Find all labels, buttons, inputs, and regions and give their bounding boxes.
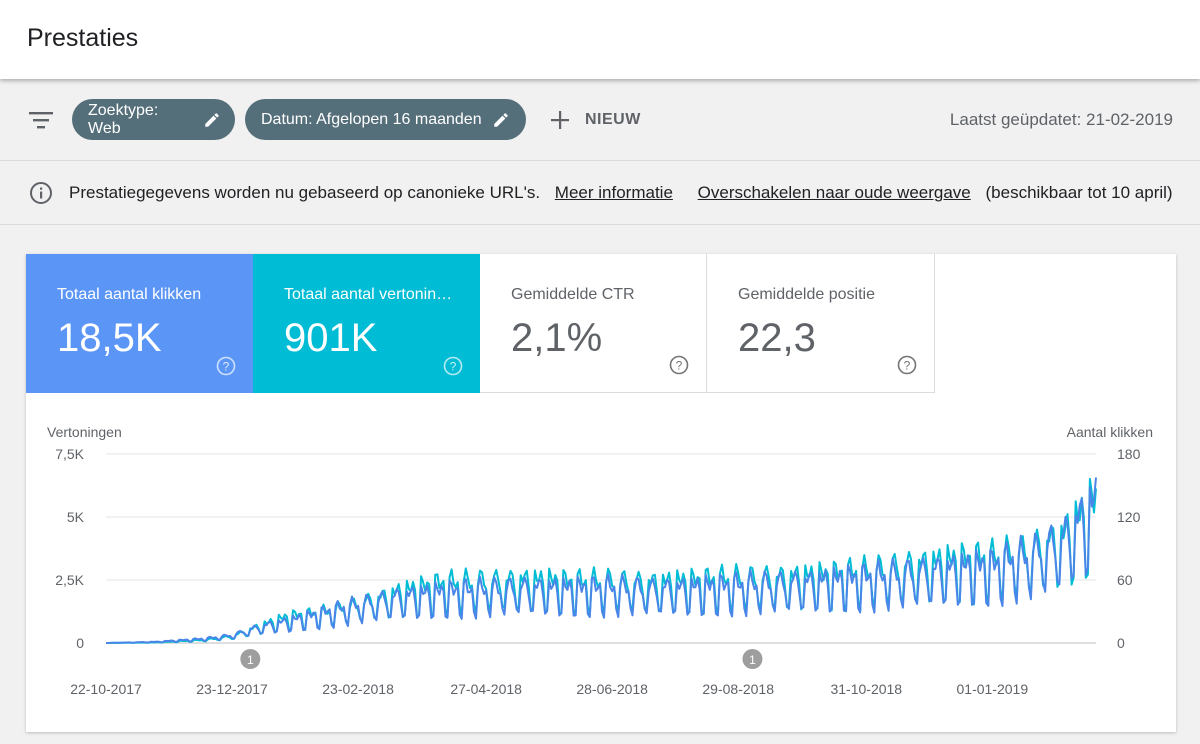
annotation-label: 1 (247, 653, 254, 667)
x-tick-label: 22-10-2017 (70, 681, 142, 697)
performance-chart: Vertoningen Aantal klikken 1 1 0 0 2,5K 60 5K… (47, 424, 1153, 697)
y-left-tick-label: 2,5K (55, 572, 84, 588)
metric-label: Totaal aantal klikken (57, 286, 202, 303)
switch-old-view-link[interactable]: Overschakelen naar oude weergave (697, 183, 971, 202)
new-filter-label: NIEUW (585, 111, 641, 128)
metric-ctr-tab[interactable]: Gemiddelde CTR 2,1% ? (480, 254, 707, 393)
search-type-chip[interactable]: Zoektype: Web (72, 99, 235, 140)
y-right-axis-label: Aantal klikken (1067, 424, 1153, 440)
help-icon[interactable]: ? (669, 355, 689, 375)
metric-value: 22,3 (738, 316, 816, 360)
x-tick-label: 23-02-2018 (322, 681, 394, 697)
page-header: Prestaties (0, 0, 1200, 79)
x-tick-label: 28-06-2018 (576, 681, 648, 697)
metric-clicks-tab[interactable]: Totaal aantal klikken 18,5K ? (26, 254, 253, 393)
y-right-tick-label: 0 (1117, 635, 1125, 651)
y-left-axis-label: Vertoningen (47, 424, 122, 440)
filter-toolbar: Zoektype: Web Datum: Afgelopen 16 maande… (0, 79, 1200, 161)
last-updated-text: Laatst geüpdatet: 21-02-2019 (949, 110, 1173, 129)
svg-text:?: ? (450, 360, 457, 374)
metric-position-tab[interactable]: Gemiddelde positie 22,3 ? (707, 254, 935, 393)
date-range-chip[interactable]: Datum: Afgelopen 16 maanden (245, 99, 526, 140)
more-info-link[interactable]: Meer informatie (554, 183, 673, 202)
x-tick-label: 31-10-2018 (830, 681, 902, 697)
new-filter-button[interactable]: NIEUW (548, 106, 641, 134)
annotation-label: 1 (749, 653, 756, 667)
svg-text:?: ? (676, 359, 683, 373)
info-icon (29, 181, 53, 205)
pencil-icon (203, 111, 221, 129)
x-tick-label: 29-08-2018 (702, 681, 774, 697)
metric-value: 901K (284, 316, 378, 360)
chip-label: Zoektype: Web (88, 101, 159, 137)
y-right-tick-label: 180 (1117, 446, 1141, 462)
x-tick-label: 23-12-2017 (196, 681, 268, 697)
clicks-line (106, 477, 1097, 644)
x-tick-label: 27-04-2018 (450, 681, 522, 697)
y-right-tick-label: 60 (1117, 572, 1133, 588)
y-left-tick-label: 0 (76, 635, 84, 651)
metric-label: Totaal aantal vertoningen (284, 286, 454, 303)
page-title: Prestaties (27, 24, 139, 52)
annotation-marker (742, 649, 763, 669)
metric-value: 18,5K (57, 316, 162, 360)
info-message: Prestatiegegevens worden nu gebaseerd op… (69, 183, 541, 202)
filter-list-icon[interactable] (28, 109, 54, 131)
svg-text:?: ? (223, 360, 230, 374)
metric-impressions-tab[interactable]: Totaal aantal vertoningen 901K ? (253, 254, 480, 393)
y-left-tick-label: 7,5K (55, 446, 84, 462)
availability-note: (beschikbaar tot 10 april) (985, 183, 1173, 202)
svg-text:?: ? (904, 359, 911, 373)
pencil-icon (492, 111, 510, 129)
help-icon[interactable]: ? (216, 356, 236, 376)
info-banner: Prestatiegegevens worden nu gebaseerd op… (0, 161, 1200, 225)
chip-label: Datum: Afgelopen 16 maanden (261, 110, 482, 128)
x-tick-label: 01-01-2019 (957, 681, 1029, 697)
performance-card: Totaal aantal klikken 18,5K ? Totaal aan… (26, 254, 1176, 732)
metric-label: Gemiddelde positie (738, 286, 875, 303)
help-icon[interactable]: ? (443, 356, 463, 376)
plus-icon (548, 108, 572, 132)
metric-value: 2,1% (511, 316, 603, 360)
y-right-tick-label: 120 (1117, 509, 1141, 525)
y-left-tick-label: 5K (67, 509, 85, 525)
metric-label: Gemiddelde CTR (511, 286, 635, 303)
annotation-marker (240, 649, 261, 669)
help-icon[interactable]: ? (897, 355, 917, 375)
